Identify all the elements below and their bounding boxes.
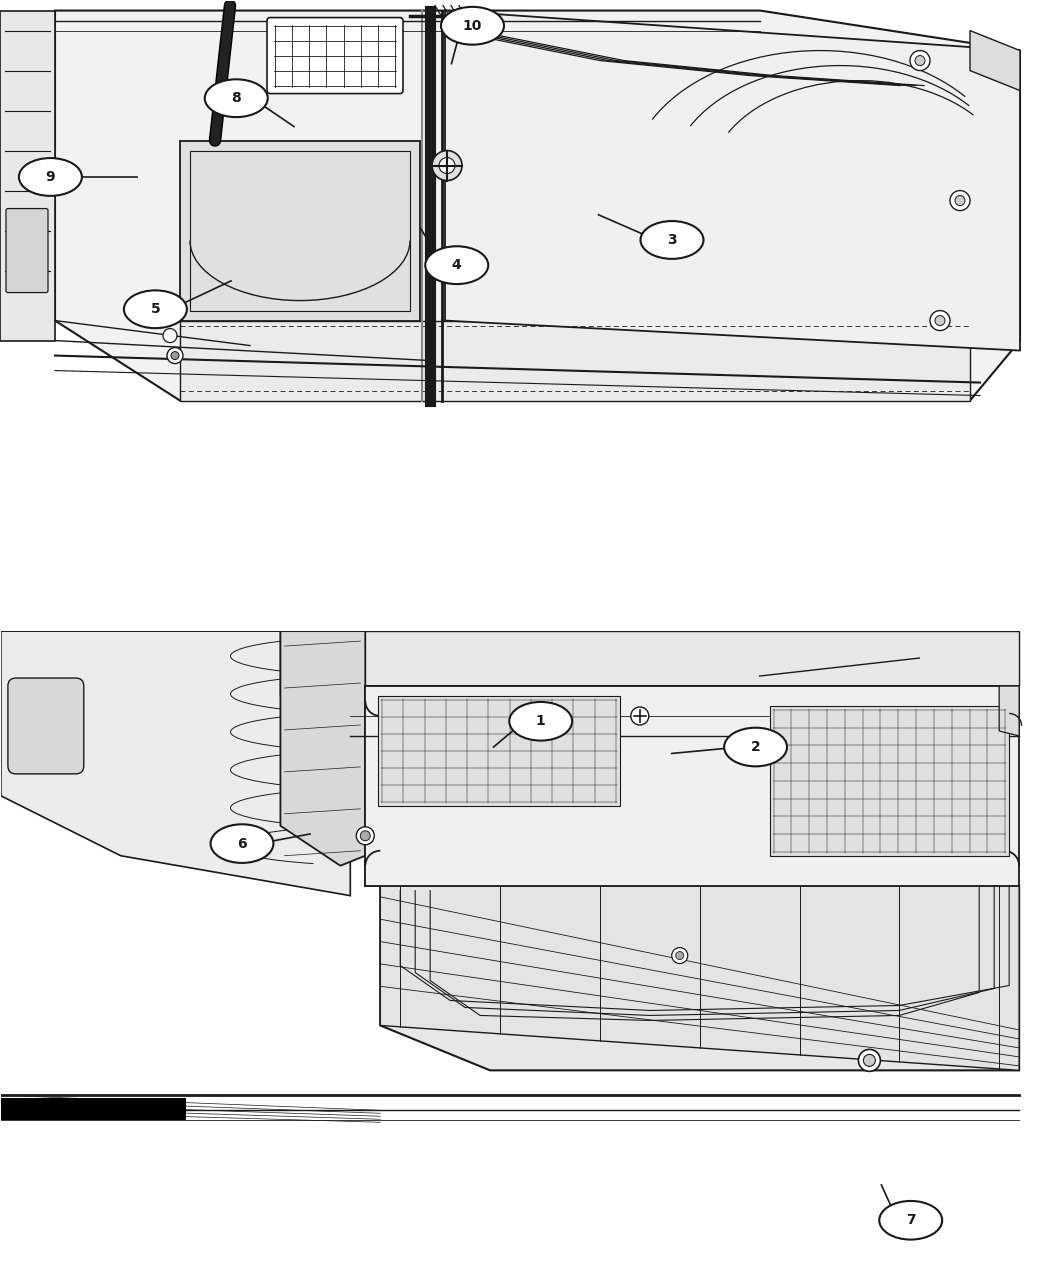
FancyBboxPatch shape <box>8 678 84 774</box>
Circle shape <box>439 158 455 173</box>
FancyBboxPatch shape <box>267 18 403 93</box>
Ellipse shape <box>441 6 504 45</box>
Circle shape <box>356 826 374 845</box>
Circle shape <box>631 708 649 725</box>
Polygon shape <box>365 686 1020 886</box>
Circle shape <box>915 56 925 65</box>
Circle shape <box>676 951 684 960</box>
Ellipse shape <box>879 1201 942 1239</box>
Circle shape <box>956 195 965 205</box>
Circle shape <box>859 1049 880 1071</box>
Text: 5: 5 <box>150 302 161 316</box>
Text: 7: 7 <box>906 1214 916 1228</box>
Text: 1: 1 <box>536 714 546 728</box>
Circle shape <box>167 348 183 363</box>
Text: 9: 9 <box>45 170 56 184</box>
Polygon shape <box>180 320 970 400</box>
Polygon shape <box>0 10 55 340</box>
Ellipse shape <box>425 246 488 284</box>
Polygon shape <box>1000 686 1020 736</box>
Text: 10: 10 <box>463 19 482 33</box>
Circle shape <box>360 831 371 840</box>
Circle shape <box>432 150 462 181</box>
Text: 3: 3 <box>667 233 677 247</box>
Polygon shape <box>280 631 1020 736</box>
Polygon shape <box>55 10 1020 400</box>
Polygon shape <box>180 140 420 320</box>
Circle shape <box>950 190 970 210</box>
Text: 2: 2 <box>751 740 760 754</box>
Text: 6: 6 <box>237 836 247 850</box>
Ellipse shape <box>205 79 268 117</box>
Bar <box>378 696 620 806</box>
Circle shape <box>171 352 178 360</box>
Circle shape <box>934 316 945 325</box>
Polygon shape <box>970 31 1020 91</box>
Bar <box>770 706 1009 856</box>
Circle shape <box>672 947 688 964</box>
Circle shape <box>163 329 177 343</box>
Polygon shape <box>351 631 1020 686</box>
Ellipse shape <box>19 158 82 196</box>
Circle shape <box>863 1054 876 1066</box>
Polygon shape <box>445 10 1020 351</box>
Ellipse shape <box>211 824 273 863</box>
Polygon shape <box>380 886 1020 1070</box>
Ellipse shape <box>724 728 788 766</box>
Ellipse shape <box>640 221 704 259</box>
Polygon shape <box>365 686 1020 1070</box>
Bar <box>1 1098 186 1121</box>
Text: 4: 4 <box>452 258 462 272</box>
Circle shape <box>930 311 950 330</box>
Polygon shape <box>1 631 351 895</box>
Circle shape <box>910 51 930 70</box>
FancyBboxPatch shape <box>6 209 48 292</box>
Ellipse shape <box>509 703 572 741</box>
Ellipse shape <box>124 291 187 328</box>
Text: 8: 8 <box>231 92 242 106</box>
Polygon shape <box>280 631 365 866</box>
